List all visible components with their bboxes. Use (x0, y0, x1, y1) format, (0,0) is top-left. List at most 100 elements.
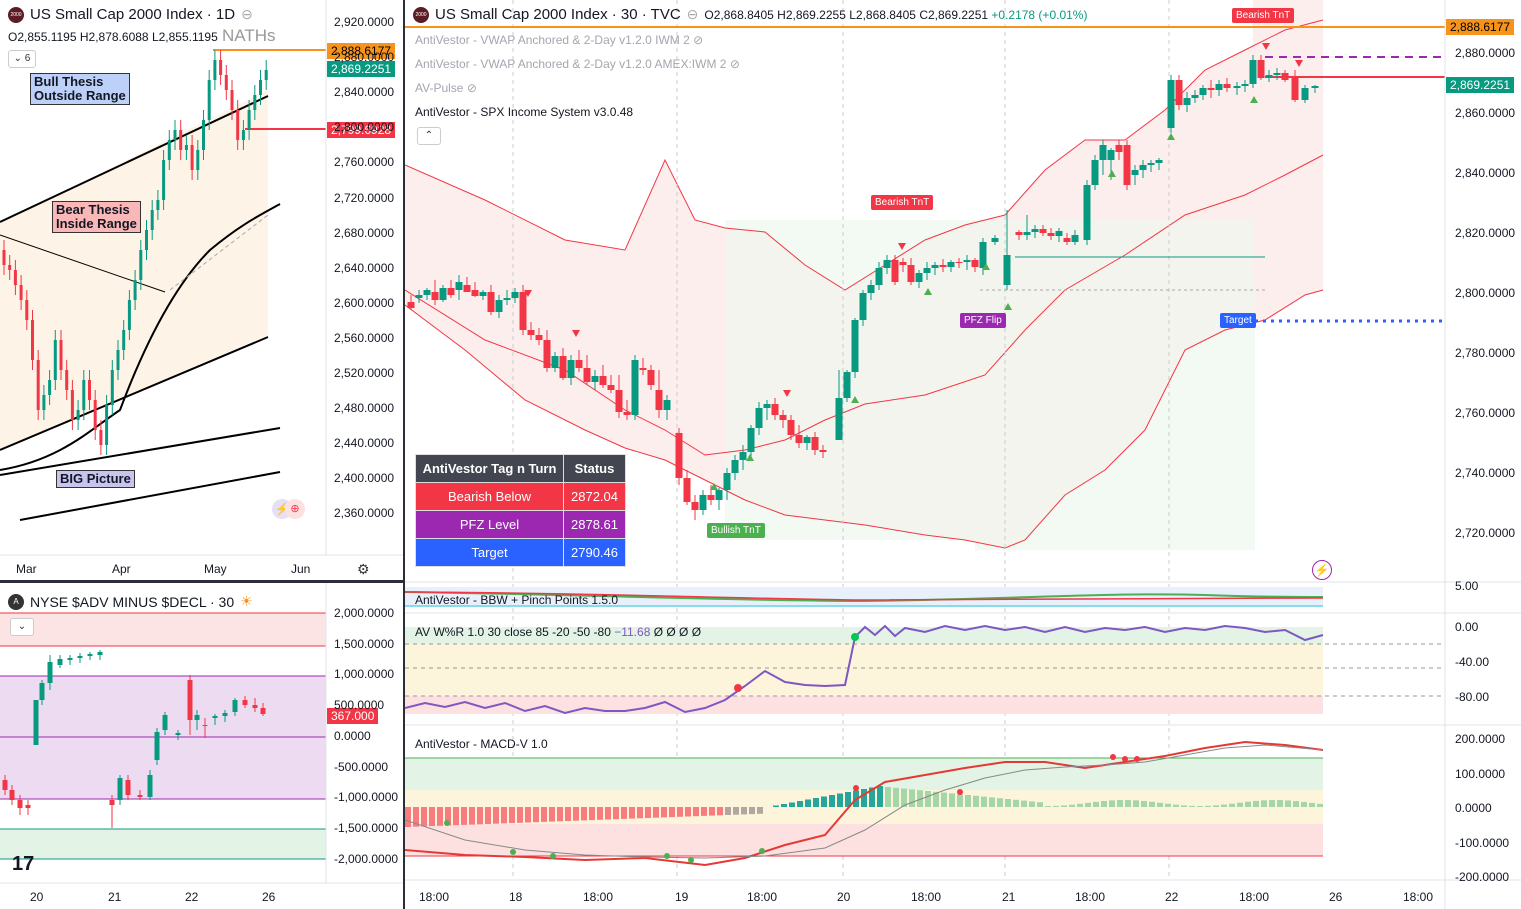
daily-high: H2,878.6088 (79, 30, 149, 44)
macd-bar (877, 786, 883, 807)
bbw-indicator-title[interactable]: AntiVestor - BBW + Pinch Points 1.5.0 (415, 593, 619, 607)
macd-bar (1277, 800, 1283, 807)
candle (955, 262, 963, 263)
candle (253, 95, 257, 110)
macd-bar (1229, 803, 1235, 807)
candle (17, 800, 23, 808)
wr-indicator-title[interactable]: AV W%R 1.0 30 close 85 -20 -50 -80 −11.6… (415, 625, 701, 639)
y-tick-label: 2,800.0000 (334, 120, 395, 135)
candle (1091, 160, 1099, 185)
macd-bar (589, 807, 595, 821)
macd-bar (1013, 799, 1019, 807)
macd-bar (637, 807, 643, 819)
candle (947, 262, 955, 267)
breadth-chart-title: NYSE $ADV MINUS $DECL · 30 (30, 593, 235, 610)
macd-bar (1189, 805, 1195, 807)
russell-logo-icon: 2000 (8, 6, 24, 23)
candle (663, 400, 671, 410)
visibility-toggle-icon[interactable]: ⊖ (241, 6, 253, 22)
candle (232, 700, 238, 712)
tradingview-logo-icon[interactable]: 17 (12, 853, 35, 875)
macd-bar (445, 807, 451, 826)
main-chart-canvas[interactable] (405, 0, 1521, 909)
daily-orange-price-label: 2,888.6177 (327, 43, 396, 59)
y-tick-label: 2,820.0000 (1455, 226, 1516, 240)
x-tick-label: 18:00 (419, 890, 450, 904)
pane-divider-vertical[interactable] (403, 0, 405, 909)
candle (31, 320, 34, 360)
daily-chart-canvas[interactable] (0, 0, 403, 580)
macd-bar (821, 796, 827, 807)
visibility-toggle-icon[interactable]: ⊖ (686, 6, 699, 22)
x-tick-label: May (204, 562, 227, 576)
candle (2, 250, 6, 265)
macd-bar (661, 807, 667, 818)
macd-indicator-title[interactable]: AntiVestor - MACD-V 1.0 (415, 737, 548, 751)
macd-bar (1021, 800, 1027, 807)
macd-bar (1165, 803, 1171, 807)
macd-bar (517, 807, 523, 823)
x-tick-label: 20 (30, 890, 44, 904)
macd-bar (709, 807, 715, 816)
candle (147, 775, 153, 797)
indicator-vwap-iwm[interactable]: AntiVestor - VWAP Anchored & 2-Day v1.2.… (415, 33, 704, 47)
alert-icon[interactable]: ⚡ (1312, 560, 1332, 580)
daily-last-price-label: 2,869.2251 (327, 61, 396, 77)
macd-bar (1029, 801, 1035, 807)
candle (787, 420, 795, 435)
x-tick-label: 21 (108, 890, 122, 904)
x-tick-label: 21 (1002, 890, 1016, 904)
candle (77, 656, 83, 658)
collapse-indicators-button[interactable]: ⌄ (10, 618, 34, 636)
indicator-count-badge[interactable]: ⌄ 6 (8, 50, 36, 68)
candle (1241, 84, 1249, 86)
candle (241, 130, 245, 140)
macd-bar (493, 807, 499, 824)
table-cell-value: 2872.04 (563, 482, 626, 511)
left-daily-chart-pane[interactable]: 2000 US Small Cap 2000 Index · 1D ⊖ O2,8… (0, 0, 403, 580)
candle (87, 654, 93, 656)
candle (65, 370, 69, 390)
daily-chart-header: 2000 US Small Cap 2000 Index · 1D ⊖ (8, 6, 253, 23)
indicator-spx-income[interactable]: AntiVestor - SPX Income System v3.0.48 (415, 105, 634, 119)
macd-bar (469, 807, 475, 825)
candle (835, 398, 843, 440)
candle (915, 273, 923, 282)
table-cell-value: 2878.61 (563, 510, 626, 539)
us-flag-icon[interactable]: ⊕ (285, 499, 305, 519)
candle (1311, 86, 1319, 88)
macd-bar (429, 807, 435, 827)
left-breadth-chart-pane[interactable]: A NYSE $ADV MINUS $DECL · 30 ☀ ⌄ 367.000… (0, 583, 403, 909)
macd-bar (861, 789, 867, 807)
pane-divider-horizontal[interactable] (0, 580, 403, 583)
main-intraday-chart-pane[interactable]: 2000 US Small Cap 2000 Index · 30 · TVC … (405, 0, 1521, 909)
wr-extras: Ø Ø Ø Ø (653, 625, 702, 639)
candle (93, 400, 97, 430)
candle (519, 292, 527, 330)
collapse-indicators-button[interactable]: ⌃ (417, 127, 441, 145)
candle (76, 410, 80, 420)
macd-bar (669, 807, 675, 818)
macd-bar (501, 807, 507, 824)
candle (707, 495, 715, 500)
candle (939, 265, 947, 267)
candle (97, 652, 103, 655)
indicator-vwap-amex[interactable]: AntiVestor - VWAP Anchored & 2-Day v1.2.… (415, 57, 740, 71)
candle (867, 285, 875, 293)
breadth-chart-canvas[interactable] (0, 583, 403, 909)
candle (156, 200, 160, 210)
macd-bar (485, 807, 491, 824)
macd-bar (1197, 805, 1203, 807)
y-tick-label: -100.0000 (1455, 835, 1510, 850)
macd-bar (733, 807, 739, 815)
candle (207, 80, 211, 120)
y-tick-label: -40.00 (1455, 655, 1490, 669)
indicator-av-pulse[interactable]: AV-Pulse ⊘ (415, 81, 477, 95)
candle (851, 320, 859, 372)
macd-bar (917, 790, 923, 807)
settings-gear-icon[interactable]: ⚙ (357, 561, 370, 577)
y-tick-label: 2,840.0000 (334, 85, 395, 100)
main-ohlc: O2,868.8405 H2,869.2255 L2,868.8405 C2,8… (704, 8, 1087, 22)
x-tick-label: 22 (185, 890, 199, 904)
candle (779, 415, 787, 420)
